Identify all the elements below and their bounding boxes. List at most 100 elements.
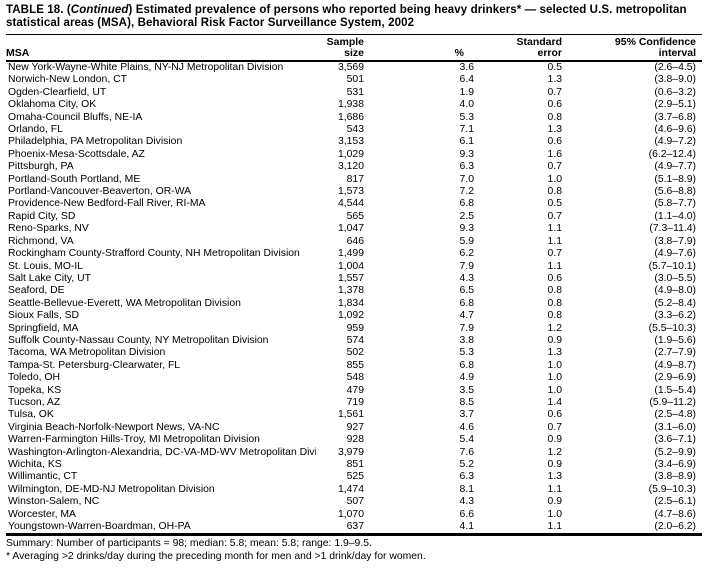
- sample-size: 719: [346, 396, 364, 408]
- percent: 4.6: [459, 421, 474, 433]
- percent: 6.5: [459, 285, 474, 297]
- table-row: Seaford, DE 1,378 6.5 0.8 (4.9–8.0): [6, 285, 702, 297]
- standard-error: 1.3: [547, 74, 562, 86]
- table-row: Sioux Falls, SD 1,092 4.7 0.8 (3.3–6.2): [6, 310, 702, 322]
- percent: 4.9: [459, 372, 474, 384]
- table-row: Philadelphia, PA Metropolitan Division 3,…: [6, 136, 702, 148]
- confidence-interval: (4.9–8.7): [654, 359, 696, 371]
- table-row: Oklahoma City, OK 1,938 4.0 0.6 (2.9–5.1): [6, 99, 702, 111]
- percent: 6.4: [459, 74, 474, 86]
- percent: 6.8: [459, 359, 474, 371]
- confidence-interval: (5.2–9.9): [654, 446, 696, 458]
- confidence-interval: (6.2–12.4): [648, 148, 696, 160]
- percent: 7.6: [459, 446, 474, 458]
- percent: 5.4: [459, 434, 474, 446]
- standard-error: 0.8: [547, 186, 562, 198]
- percent: 4.7: [459, 310, 474, 322]
- percent: 7.9: [459, 260, 474, 272]
- standard-error: 0.6: [547, 136, 562, 148]
- standard-error: 0.7: [547, 210, 562, 222]
- table-row: Reno-Sparks, NV 1,047 9.3 1.1 (7.3–11.4): [6, 223, 702, 235]
- confidence-interval: (3.8–7.9): [654, 235, 696, 247]
- table-row: Warren-Farmington Hills-Troy, MI Metropo…: [6, 434, 702, 446]
- percent: 7.0: [459, 173, 474, 185]
- table-row: Rapid City, SD 565 2.5 0.7 (1.1–4.0): [6, 211, 702, 223]
- footnote-line: * Averaging >2 drinks/day during the pre…: [6, 551, 426, 563]
- col-header-standard-error: Standard error: [474, 35, 562, 62]
- standard-error: 1.0: [547, 508, 562, 520]
- confidence-interval: (4.6–9.6): [654, 124, 696, 136]
- table-row: New York-Wayne-White Plains, NY-NJ Metro…: [6, 61, 702, 74]
- table-row: Norwich-New London, CT 501 6.4 1.3 (3.8–9.0): [6, 74, 702, 86]
- msa-name: Reno-Sparks, NV: [8, 223, 89, 235]
- table-row: Worcester, MA 1,070 6.6 1.0 (4.7–8.6): [6, 509, 702, 521]
- confidence-interval: (2.0–6.2): [654, 521, 696, 533]
- standard-error: 0.6: [547, 409, 562, 421]
- sample-size: 959: [346, 322, 364, 334]
- confidence-interval: (2.6–4.5): [654, 62, 696, 73]
- confidence-interval: (3.0–5.5): [654, 272, 696, 284]
- msa-name: Suffolk County-Nassau County, NY Metropo…: [8, 334, 269, 346]
- percent: 4.1: [459, 521, 474, 533]
- table-title-text: ) Estimated prevalence of persons who re…: [6, 4, 687, 29]
- sample-size: 1,834: [337, 297, 364, 309]
- sample-size: 574: [346, 334, 364, 346]
- msa-name: Rapid City, SD: [8, 210, 76, 222]
- standard-error: 0.6: [547, 272, 562, 284]
- sample-size: 565: [346, 210, 364, 222]
- standard-error: 1.3: [547, 124, 562, 136]
- msa-name: Oklahoma City, OK: [8, 99, 97, 111]
- msa-name: New York-Wayne-White Plains, NY-NJ Metro…: [8, 62, 284, 73]
- standard-error: 1.1: [547, 223, 562, 235]
- percent: 3.7: [459, 409, 474, 421]
- msa-name: Winston-Salem, NC: [8, 496, 100, 508]
- sample-size: 1,573: [337, 186, 364, 198]
- col-header-percent: %: [364, 35, 474, 62]
- table-row: Tucson, AZ 719 8.5 1.4 (5.9–11.2): [6, 397, 702, 409]
- table-row: Tacoma, WA Metropolitan Division 502 5.3 1.…: [6, 347, 702, 359]
- sample-size: 548: [346, 372, 364, 384]
- table-row: Winston-Salem, NC 507 4.3 0.9 (2.5–6.1): [6, 496, 702, 508]
- table-row: Wichita, KS 851 5.2 0.9 (3.4–6.9): [6, 459, 702, 471]
- table-row: Omaha-Council Bluffs, NE-IA 1,686 5.3 0.8 (3…: [6, 112, 702, 124]
- sample-size: 1,686: [337, 111, 364, 123]
- col-header-sample-size: Sample size: [316, 35, 364, 62]
- msa-name: Ogden-Clearfield, UT: [8, 86, 107, 98]
- confidence-interval: (1.9–5.6): [654, 334, 696, 346]
- sample-size: 637: [346, 521, 364, 533]
- msa-prevalence-table: MSA Sample size % Standard error 95% Con…: [6, 35, 702, 537]
- standard-error: 1.0: [547, 372, 562, 384]
- msa-name: Toledo, OH: [8, 372, 60, 384]
- msa-name: Pittsburgh, PA: [8, 161, 74, 173]
- percent: 3.6: [459, 62, 474, 73]
- sample-size: 1,378: [337, 285, 364, 297]
- confidence-interval: (5.9–10.3): [648, 483, 696, 495]
- percent: 6.3: [459, 161, 474, 173]
- sample-size: 1,474: [337, 483, 364, 495]
- confidence-interval: (3.7–6.8): [654, 111, 696, 123]
- sample-size: 479: [346, 384, 364, 396]
- standard-error: 1.2: [547, 446, 562, 458]
- percent: 1.9: [459, 86, 474, 98]
- table-row: Orlando, FL 543 7.1 1.3 (4.6–9.6): [6, 124, 702, 136]
- standard-error: 0.8: [547, 111, 562, 123]
- table-title: TABLE 18. (Continued) Estimated prevalen…: [6, 4, 702, 35]
- standard-error: 0.5: [547, 198, 562, 210]
- table-row: Portland-Vancouver-Beaverton, OR-WA 1,573…: [6, 186, 702, 198]
- percent: 5.3: [459, 347, 474, 359]
- msa-name: Orlando, FL: [8, 124, 63, 136]
- table-title-prefix: TABLE 18. (: [6, 4, 71, 16]
- msa-name: Topeka, KS: [8, 384, 62, 396]
- confidence-interval: (5.2–8.4): [654, 297, 696, 309]
- confidence-interval: (7.3–11.4): [649, 223, 696, 235]
- table-row: Washington-Arlington-Alexandria, DC-VA-M…: [6, 447, 702, 459]
- confidence-interval: (5.6–8.8): [654, 186, 696, 198]
- sample-size: 1,029: [337, 148, 364, 160]
- standard-error: 1.0: [547, 359, 562, 371]
- sample-size: 1,561: [337, 409, 364, 421]
- sample-size: 855: [346, 359, 364, 371]
- confidence-interval: (1.5–5.4): [654, 384, 696, 396]
- sample-size: 1,047: [337, 223, 364, 235]
- confidence-interval: (2.5–6.1): [654, 496, 696, 508]
